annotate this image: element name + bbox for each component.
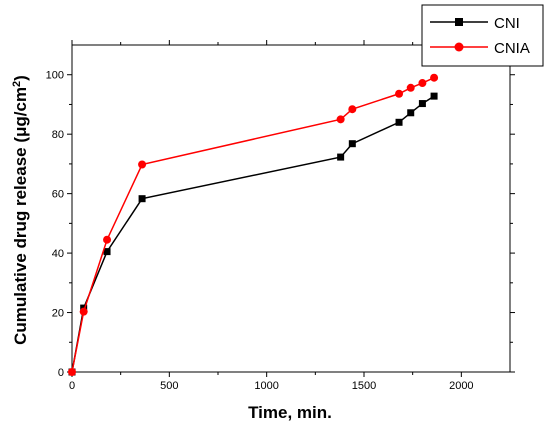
legend-box	[421, 4, 544, 67]
y-tick-label: 80	[52, 129, 64, 141]
y-axis-title: Cumulative drug release (μg/cm2)	[11, 75, 30, 345]
data-point-cni	[430, 92, 438, 100]
data-point-cnia	[68, 368, 76, 376]
y-tick-label: 60	[52, 189, 64, 201]
data-point-cni	[395, 118, 403, 126]
series-line-cnia	[71, 77, 435, 373]
legend-label-cni: CNI	[494, 15, 520, 32]
data-point-cnia	[336, 115, 345, 124]
y-tick-label: 100	[46, 70, 64, 82]
x-tick-label: 0	[69, 380, 75, 392]
plot-area: 0 500 1000 1500 2000 0 20 40 60 80 100	[46, 40, 515, 392]
y-axis-title-end: )	[11, 75, 30, 81]
data-point-cnia	[406, 83, 415, 92]
data-point-cni	[138, 195, 146, 203]
data-point-cni	[407, 109, 415, 117]
x-tick-label: 500	[160, 380, 178, 392]
legend-marker-cnia	[454, 42, 464, 52]
axis-ticks: 0 500 1000 1500 2000 0 20 40 60 80 100	[46, 40, 515, 392]
data-point-cnia	[138, 160, 147, 169]
data-point-cnia	[418, 79, 427, 88]
series-line-cni	[71, 95, 435, 373]
series-layer	[68, 73, 439, 376]
y-axis-title-sup: 2	[11, 81, 23, 87]
legend-marker-cni	[455, 18, 463, 26]
y-axis-title-main: Cumulative drug release (μg/cm	[11, 87, 30, 345]
data-point-cni	[418, 100, 426, 108]
x-axis-title: Time, min.	[248, 403, 332, 422]
x-tick-label: 2000	[449, 380, 473, 392]
data-point-cnia	[395, 89, 404, 98]
data-point-cnia	[103, 235, 112, 244]
legend-label-cnia: CNIA	[494, 40, 530, 57]
data-point-cni	[337, 153, 345, 161]
data-point-cnia	[79, 307, 88, 316]
data-point-cni	[348, 140, 356, 148]
y-tick-label: 20	[52, 308, 64, 320]
data-point-cnia	[430, 73, 439, 82]
data-point-cnia	[348, 105, 357, 114]
x-tick-label: 1000	[254, 380, 278, 392]
x-tick-label: 1500	[352, 380, 376, 392]
data-point-cni	[103, 248, 111, 256]
legend: CNI CNIA	[421, 4, 544, 67]
y-tick-label: 0	[58, 367, 64, 379]
y-tick-label: 40	[52, 248, 64, 260]
